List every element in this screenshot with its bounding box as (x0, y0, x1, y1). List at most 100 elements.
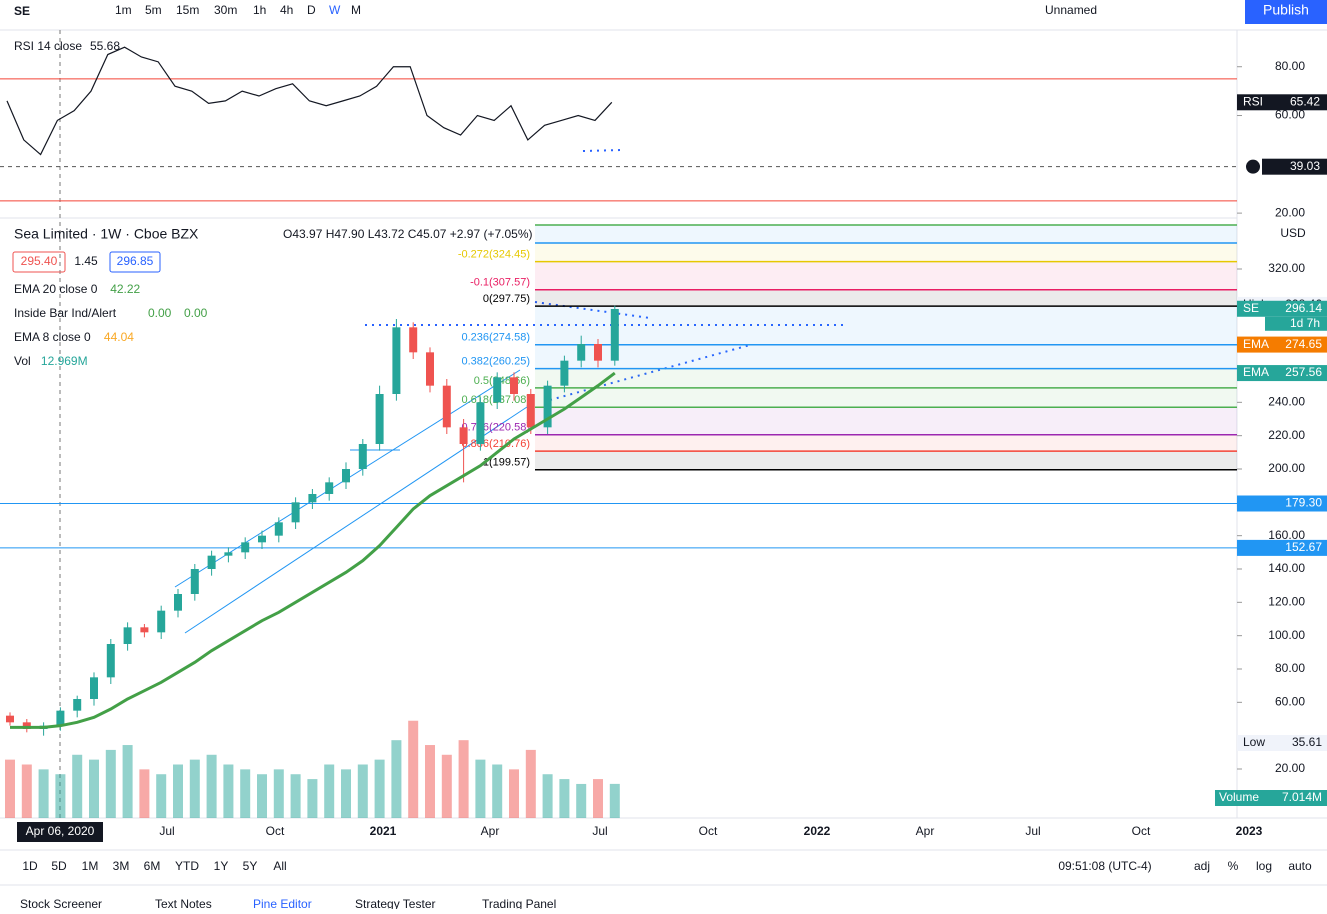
price-badge (1237, 300, 1327, 317)
symbol[interactable]: SE (14, 4, 30, 18)
range-button[interactable]: YTD (175, 859, 199, 873)
time-label: Oct (699, 824, 718, 838)
volume-bar (341, 769, 351, 818)
scale-option[interactable]: adj (1194, 859, 1210, 873)
volume-bar (223, 764, 234, 818)
panel-tab[interactable]: Strategy Tester (355, 897, 435, 911)
price-tick-label: 80.00 (1275, 661, 1305, 675)
publish-button[interactable] (1245, 0, 1327, 24)
volume-bar (122, 745, 133, 818)
fib-label: -0.272(324.45) (458, 248, 530, 260)
scale-option[interactable]: log (1256, 859, 1272, 873)
panel-tab[interactable]: Text Notes (155, 897, 212, 911)
candle-body (73, 699, 82, 711)
panel-tab[interactable]: Trading Panel (482, 897, 556, 911)
volume-bar (441, 754, 452, 818)
range-button[interactable]: All (273, 859, 286, 873)
volume-badge-value: 7.014M (1282, 790, 1322, 804)
publish-label[interactable]: Publish (1263, 2, 1309, 18)
fib-label: 0.382(260.25) (462, 355, 531, 367)
time-label: Jul (592, 824, 607, 838)
range-button[interactable]: 1M (82, 859, 99, 873)
time-label: Oct (266, 824, 285, 838)
scale-option[interactable]: auto (1288, 859, 1312, 873)
candle-body (543, 385, 552, 428)
price-tick-label: 60.00 (1275, 695, 1305, 709)
bid: 295.40 (21, 254, 58, 268)
volume-bar (72, 754, 83, 818)
rsi-tick-label: 80.00 (1275, 59, 1305, 73)
fib-label: 0.786(220.58) (462, 422, 531, 434)
volume-bar (307, 779, 318, 818)
range-button[interactable]: 3M (113, 859, 130, 873)
fib-label: 0.236(274.58) (462, 332, 531, 344)
price-badge (1237, 539, 1327, 556)
fib-zone (535, 344, 1237, 369)
price-badge-value: 152.67 (1285, 540, 1322, 554)
range-button[interactable]: 1Y (214, 859, 229, 873)
panel-tab[interactable]: Pine Editor (253, 897, 312, 911)
time-label: Apr (916, 824, 935, 838)
panel-tab[interactable]: Stock Screener (20, 897, 102, 911)
interval-button[interactable]: M (351, 3, 361, 17)
indicator-value: 0.00 (148, 306, 172, 320)
volume-bar (593, 779, 603, 818)
interval-button[interactable]: D (307, 3, 316, 17)
interval-button[interactable]: 1m (115, 3, 132, 17)
time-label: Apr (481, 824, 500, 838)
candle-body (174, 594, 182, 611)
candle-body (90, 677, 98, 699)
fib-zone (535, 225, 1237, 243)
alert-icon[interactable] (1246, 159, 1260, 174)
layout-name[interactable]: Unnamed (1045, 3, 1097, 17)
price-tick-label: 100.00 (1268, 628, 1305, 642)
interval-button[interactable]: 4h (280, 3, 293, 17)
time-label: Apr 06, 2020 (26, 824, 95, 838)
volume-bar (576, 783, 587, 818)
volume-bar (324, 764, 335, 818)
time-label: 2022 (804, 824, 831, 838)
volume-bar (273, 769, 284, 818)
range-button[interactable]: 5D (51, 859, 67, 873)
volume-bar (89, 759, 99, 818)
indicator-value: 12.969M (41, 354, 88, 368)
price-tick-label: 20.00 (1275, 761, 1305, 775)
range-button[interactable]: 5Y (243, 859, 258, 873)
fib-zone (535, 289, 1237, 307)
price-badge (1237, 495, 1327, 512)
indicator-name: Inside Bar Ind/Alert (14, 306, 117, 320)
fib-zone (535, 451, 1237, 470)
interval-button[interactable]: 30m (214, 3, 237, 17)
price-badge-value: 296.14 (1285, 301, 1322, 315)
candle-body (308, 494, 317, 503)
fib-label: -0.1(307.57) (470, 277, 530, 289)
candle-body (123, 627, 132, 644)
candle-body (375, 394, 384, 444)
volume-bar (609, 783, 620, 818)
volume-bar (105, 749, 116, 818)
time-label: 2023 (1236, 824, 1263, 838)
price-badge-name: SE (1243, 301, 1259, 315)
candle-body (409, 327, 418, 353)
range-button[interactable]: 1D (22, 859, 38, 873)
scale-option[interactable]: % (1228, 859, 1239, 873)
volume-bar (542, 774, 553, 818)
rsi-badge (1237, 94, 1327, 111)
candle-body (157, 610, 166, 633)
candle-body (459, 427, 468, 444)
price-badge (1237, 734, 1327, 751)
volume-bar (290, 774, 301, 818)
interval-button[interactable]: 1h (253, 3, 266, 17)
candle-body (207, 555, 216, 569)
interval-button[interactable]: 15m (176, 3, 199, 17)
time-label: Jul (1025, 824, 1040, 838)
price-badge-name: EMA (1243, 365, 1269, 379)
candle-body (224, 552, 233, 556)
candle-body (526, 394, 535, 428)
volume-bar (408, 720, 419, 818)
interval-button[interactable]: W (329, 3, 341, 17)
candle-body (274, 522, 283, 536)
currency[interactable]: USD (1280, 226, 1306, 240)
range-button[interactable]: 6M (144, 859, 161, 873)
interval-button[interactable]: 5m (145, 3, 162, 17)
